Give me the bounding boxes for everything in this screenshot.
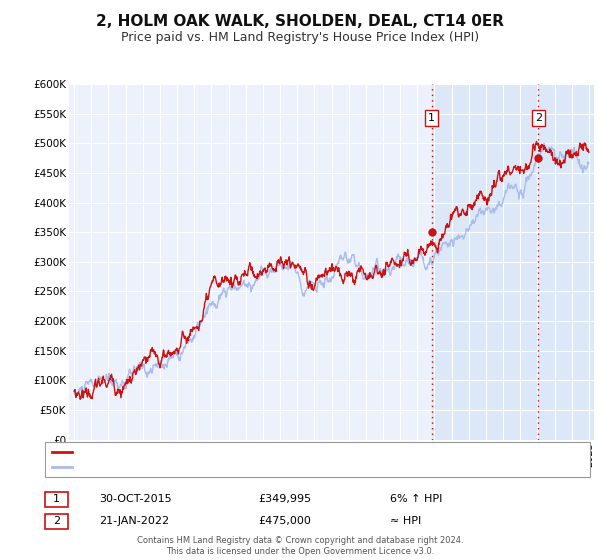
Text: 2: 2 — [53, 516, 60, 526]
Text: £475,000: £475,000 — [258, 516, 311, 526]
Text: 30-OCT-2015: 30-OCT-2015 — [99, 494, 172, 504]
Text: 1: 1 — [428, 113, 435, 123]
Text: 2, HOLM OAK WALK, SHOLDEN, DEAL, CT14 0ER (detached house): 2, HOLM OAK WALK, SHOLDEN, DEAL, CT14 0E… — [75, 447, 419, 457]
Text: 2: 2 — [535, 113, 542, 123]
Text: Contains HM Land Registry data © Crown copyright and database right 2024.: Contains HM Land Registry data © Crown c… — [137, 536, 463, 545]
Text: This data is licensed under the Open Government Licence v3.0.: This data is licensed under the Open Gov… — [166, 547, 434, 556]
Text: HPI: Average price, detached house, Dover: HPI: Average price, detached house, Dove… — [75, 463, 299, 473]
Text: 6% ↑ HPI: 6% ↑ HPI — [390, 494, 442, 504]
Text: 1: 1 — [53, 494, 60, 504]
Text: ≈ HPI: ≈ HPI — [390, 516, 421, 526]
Bar — [431, 84, 600, 440]
Text: £349,995: £349,995 — [258, 494, 311, 504]
Text: 2, HOLM OAK WALK, SHOLDEN, DEAL, CT14 0ER: 2, HOLM OAK WALK, SHOLDEN, DEAL, CT14 0E… — [96, 14, 504, 29]
Text: 21-JAN-2022: 21-JAN-2022 — [99, 516, 169, 526]
Text: Price paid vs. HM Land Registry's House Price Index (HPI): Price paid vs. HM Land Registry's House … — [121, 31, 479, 44]
